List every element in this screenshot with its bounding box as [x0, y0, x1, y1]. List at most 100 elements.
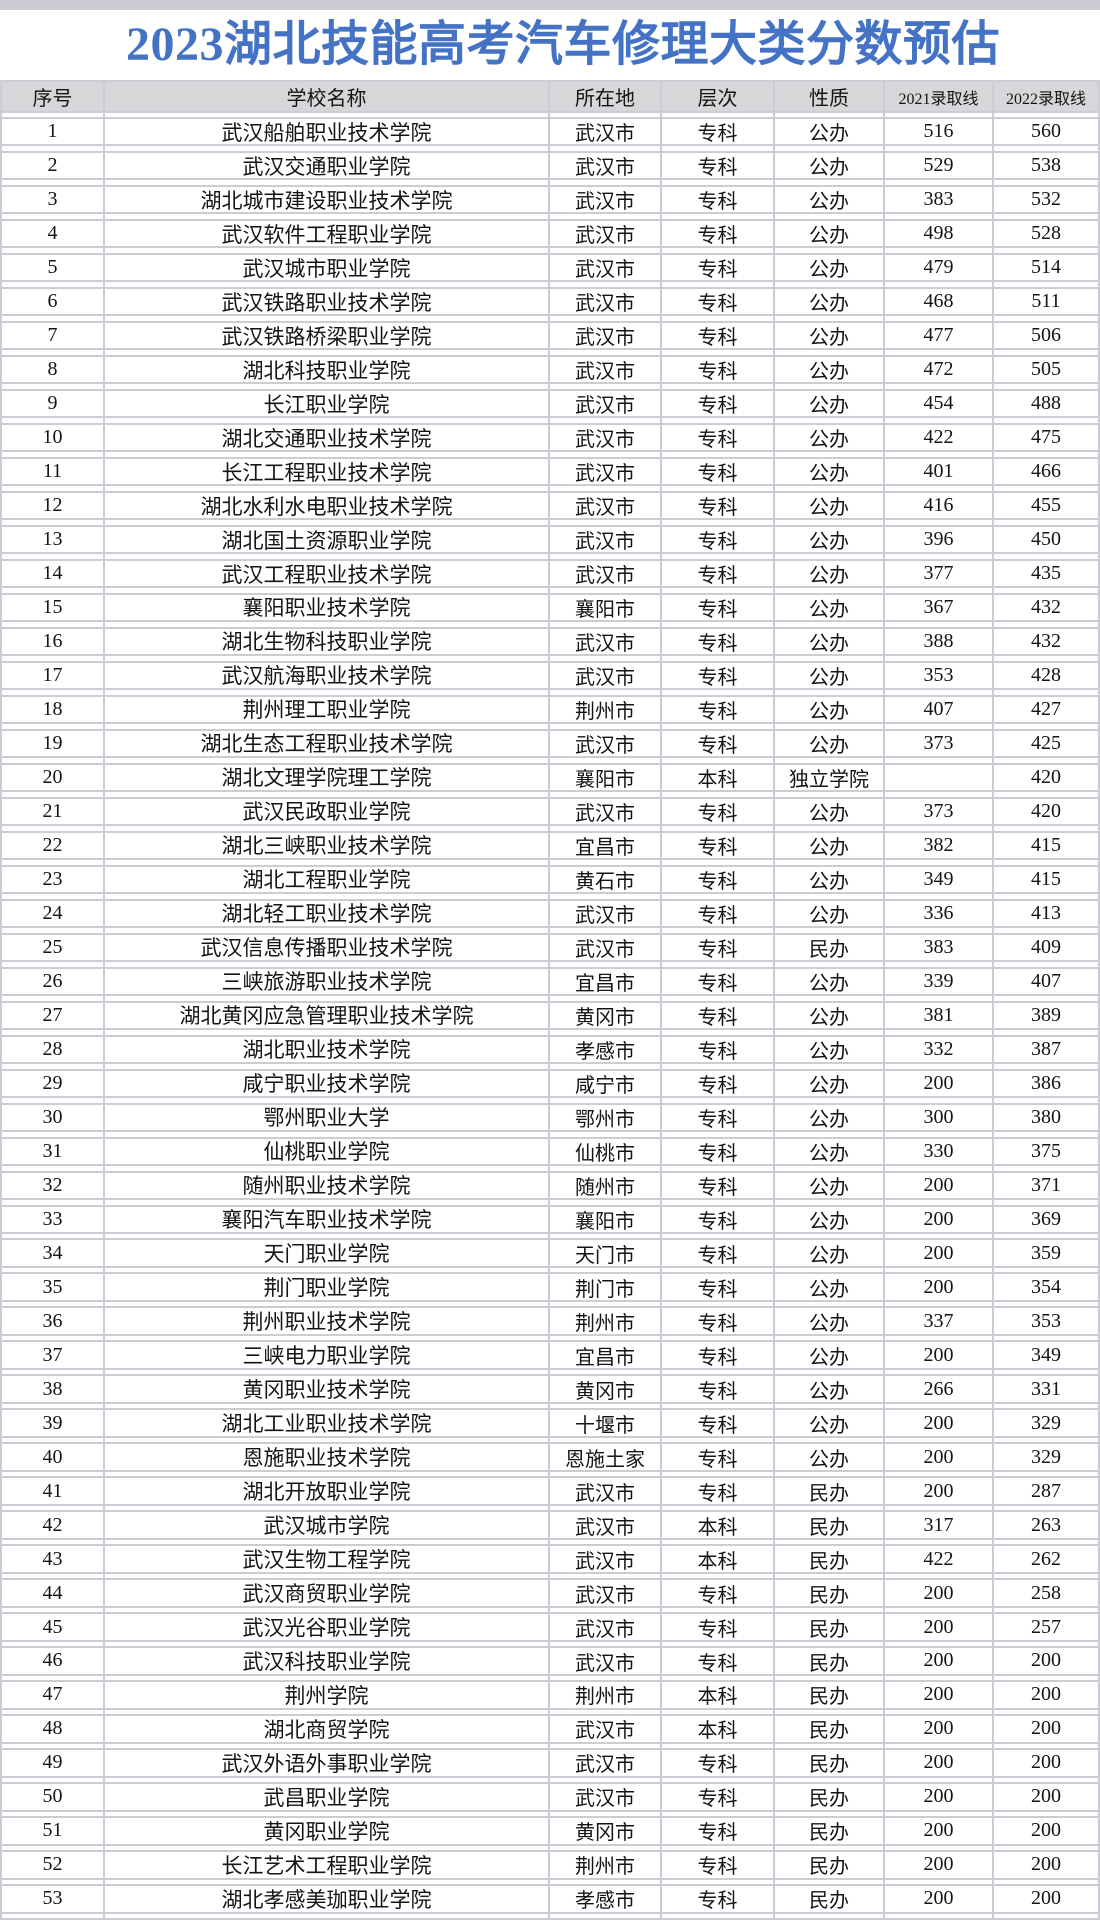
city-cell: 武汉市 [550, 1648, 662, 1674]
spacer-cell [885, 1709, 994, 1715]
table-row: 49 武汉外语外事职业学院 武汉市 专科 民办 200 200 [0, 1748, 1100, 1778]
spacer-cell [550, 350, 662, 355]
spacer-cell [775, 486, 885, 491]
spacer-cell [994, 486, 1100, 491]
score-2021-cell: 200 [885, 1852, 994, 1878]
spacer-cell [105, 554, 550, 559]
city-cell: 武汉市 [550, 1716, 662, 1742]
spacer-cell [775, 1131, 885, 1137]
school-name-cell: 武汉软件工程职业学院 [105, 220, 550, 247]
spacer-cell [994, 1811, 1100, 1817]
score-2022-cell: 475 [994, 424, 1100, 451]
table-row: 15 襄阳职业技术学院 襄阳市 专科 公办 367 432 [0, 592, 1100, 623]
spacer-cell [885, 452, 994, 457]
spacer-cell [775, 792, 885, 797]
spacer-cell [775, 146, 885, 151]
spacer-cell [885, 1063, 994, 1069]
score-2022-cell: 427 [994, 696, 1100, 723]
spacer-cell [775, 1233, 885, 1239]
rank-cell: 46 [2, 1648, 105, 1674]
spacer-cell [662, 384, 775, 389]
spacer-cell [550, 1743, 662, 1749]
row-spacer [0, 1165, 1100, 1171]
header-spacer [0, 113, 1100, 117]
column-header: 2022录取线 [994, 82, 1100, 111]
city-cell: 宜昌市 [550, 1342, 662, 1368]
score-2021-cell: 396 [885, 526, 994, 553]
city-cell: 恩施土家 [550, 1444, 662, 1470]
spacer-cell [2, 1335, 105, 1341]
city-cell: 武汉市 [550, 730, 662, 757]
type-cell: 公办 [775, 1172, 885, 1198]
bottom-cutoff-line [0, 1918, 1100, 1920]
spacer-cell [105, 792, 550, 797]
city-cell: 孝感市 [550, 1036, 662, 1062]
score-2022-cell: 353 [994, 1308, 1100, 1334]
row-spacer [0, 690, 1100, 695]
score-2022-cell: 538 [994, 152, 1100, 179]
city-cell: 随州市 [550, 1172, 662, 1198]
row-spacer [0, 384, 1100, 389]
row-spacer [0, 520, 1100, 525]
spacer-cell [662, 1097, 775, 1103]
spacer-cell [2, 180, 105, 185]
spacer-cell [775, 1165, 885, 1171]
spacer-cell [105, 1811, 550, 1817]
level-cell: 专科 [662, 1750, 775, 1776]
rank-cell: 7 [2, 322, 105, 349]
spacer-cell [885, 1675, 994, 1681]
city-cell: 鄂州市 [550, 1104, 662, 1130]
score-2021-cell: 200 [885, 1070, 994, 1096]
score-2021-cell: 200 [885, 1206, 994, 1232]
spacer-cell [994, 1165, 1100, 1171]
spacer-cell [550, 146, 662, 151]
spacer-cell [775, 1301, 885, 1307]
spacer-cell [775, 1777, 885, 1783]
type-cell: 公办 [775, 1274, 885, 1300]
spacer-cell [994, 1131, 1100, 1137]
spacer-cell [994, 1097, 1100, 1103]
school-name-cell: 三峡电力职业学院 [105, 1342, 550, 1368]
spacer-cell [662, 1437, 775, 1443]
level-cell: 专科 [662, 832, 775, 859]
spacer-cell [885, 1471, 994, 1477]
score-2021-cell: 353 [885, 662, 994, 689]
type-cell: 公办 [775, 560, 885, 587]
score-2021-cell: 529 [885, 152, 994, 179]
spacer-cell [105, 1437, 550, 1443]
spacer-cell [2, 350, 105, 355]
level-cell: 专科 [662, 526, 775, 553]
rank-cell: 18 [2, 696, 105, 723]
spacer-cell [105, 1097, 550, 1103]
rank-cell: 17 [2, 662, 105, 689]
city-cell: 武汉市 [550, 492, 662, 519]
score-2021-cell: 330 [885, 1138, 994, 1164]
city-cell: 武汉市 [550, 152, 662, 179]
spacer-cell [994, 384, 1100, 389]
page-title: 2023湖北技能高考汽车修理大类分数预估 [126, 17, 1001, 71]
type-cell: 公办 [775, 1444, 885, 1470]
spacer-cell [994, 1607, 1100, 1613]
spacer-cell [775, 180, 885, 185]
spacer-cell [775, 214, 885, 219]
rank-cell: 26 [2, 968, 105, 994]
score-2021-cell: 200 [885, 1716, 994, 1742]
table-row: 46 武汉科技职业学院 武汉市 专科 民办 200 200 [0, 1646, 1100, 1676]
rank-cell: 33 [2, 1206, 105, 1232]
column-header: 层次 [662, 82, 775, 111]
school-name-cell: 恩施职业技术学院 [105, 1444, 550, 1470]
spacer-cell [550, 1811, 662, 1817]
spacer-cell [662, 1131, 775, 1137]
spacer-cell [775, 826, 885, 831]
spacer-cell [550, 418, 662, 423]
table-row: 38 黄冈职业技术学院 黄冈市 专科 公办 266 331 [0, 1374, 1100, 1404]
spacer-cell [662, 588, 775, 593]
type-cell: 公办 [775, 322, 885, 349]
table-row: 42 武汉城市学院 武汉市 本科 民办 317 263 [0, 1510, 1100, 1540]
spacer-cell [994, 1369, 1100, 1375]
type-cell: 公办 [775, 1342, 885, 1368]
rank-cell: 48 [2, 1716, 105, 1742]
spacer-cell [2, 1199, 105, 1205]
row-spacer [0, 724, 1100, 729]
spacer-cell [105, 622, 550, 627]
